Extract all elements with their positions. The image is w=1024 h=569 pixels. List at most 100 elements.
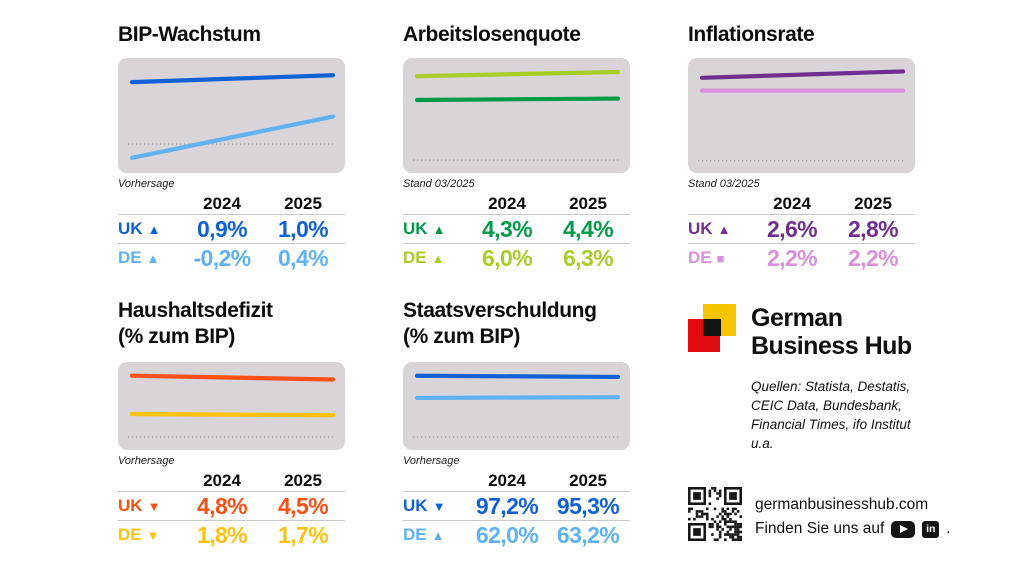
brand-name: German Business Hub bbox=[751, 304, 912, 360]
brand-name-line2: Business Hub bbox=[751, 332, 912, 360]
value-cell: 2,2% bbox=[766, 244, 818, 271]
country-label: DE ▲ bbox=[403, 248, 465, 268]
value-cell: 1,0% bbox=[277, 215, 329, 242]
chart-svg bbox=[128, 73, 336, 160]
series-line-de bbox=[129, 411, 336, 418]
value-cell: 2,6% bbox=[766, 215, 818, 242]
year-header: 2025 bbox=[284, 193, 322, 213]
table-header-row: 2024 2025 bbox=[403, 193, 630, 214]
mini-line-chart bbox=[403, 362, 630, 450]
indicator-module: BIP-Wachstum Vorhersage 2024 2025 UK ▲ 0,9% 1… bbox=[118, 22, 345, 272]
country-code: UK bbox=[403, 219, 428, 238]
trend-up-icon: ▲ bbox=[717, 221, 731, 237]
value-cell: -0,2% bbox=[193, 244, 251, 271]
trend-up-icon: ▲ bbox=[432, 221, 446, 237]
country-code: UK bbox=[118, 496, 143, 515]
brand-name-line1: German bbox=[751, 304, 843, 332]
country-label: UK ▲ bbox=[118, 219, 180, 239]
indicator-table: 2024 2025 UK ▲ 0,9% 1,0% DE ▲ -0,2% 0,4% bbox=[118, 193, 345, 272]
series-line-uk bbox=[129, 73, 336, 85]
table-row-uk: UK ▲ 2,6% 2,8% bbox=[688, 214, 915, 243]
value-cell: 2,2% bbox=[847, 244, 899, 271]
value-cell: 0,9% bbox=[196, 215, 248, 242]
find-us-label: Finden Sie uns auf bbox=[755, 520, 885, 537]
german-business-hub-logo bbox=[688, 304, 738, 354]
mini-line-chart bbox=[403, 58, 630, 173]
module-title-line1: Staatsverschuldung bbox=[403, 299, 597, 322]
table-row-de: DE ▼ 1,8% 1,7% bbox=[118, 520, 345, 549]
country-label: UK ▼ bbox=[118, 496, 180, 516]
country-code: UK bbox=[688, 219, 713, 238]
value-cell: 4,8% bbox=[196, 492, 248, 519]
qr-code bbox=[688, 487, 742, 541]
series-line-de bbox=[414, 395, 621, 401]
brand-block: German Business Hub Quellen: Statista, D… bbox=[688, 304, 924, 453]
chart-note: Vorhersage bbox=[118, 455, 175, 467]
module-title: Arbeitslosenquote bbox=[403, 22, 630, 58]
mini-line-chart bbox=[688, 58, 915, 173]
country-label: DE ▲ bbox=[118, 248, 180, 268]
indicator-module: Inflationsrate Stand 03/2025 2024 2025 UK ▲… bbox=[688, 22, 915, 272]
trend-down-icon: ▼ bbox=[147, 498, 161, 514]
chart-svg bbox=[128, 373, 336, 438]
logo-black-square bbox=[703, 319, 721, 336]
table-row-de: DE ▲ 62,0% 63,2% bbox=[403, 520, 630, 549]
year-header: 2024 bbox=[488, 470, 526, 490]
series-line-uk bbox=[699, 69, 906, 80]
country-label: DE ▼ bbox=[118, 525, 180, 545]
indicator-module: Arbeitslosenquote Stand 03/2025 2024 2025… bbox=[403, 22, 630, 272]
mini-line-chart bbox=[118, 58, 345, 173]
year-header: 2025 bbox=[854, 193, 892, 213]
table-header-row: 2024 2025 bbox=[118, 470, 345, 491]
table-row-de: DE ▲ -0,2% 0,4% bbox=[118, 243, 345, 272]
footer-block: germanbusinesshub.com Finden Sie uns auf… bbox=[688, 487, 951, 541]
value-cell: 63,2% bbox=[556, 521, 620, 548]
table-row-de: DE ▲ 6,0% 6,3% bbox=[403, 243, 630, 272]
table-header-row: 2024 2025 bbox=[688, 193, 915, 214]
value-cell: 95,3% bbox=[556, 492, 620, 519]
year-header: 2024 bbox=[773, 193, 811, 213]
indicator-module: Staatsverschuldung (% zum BIP) Vorhersag… bbox=[403, 298, 630, 549]
year-header: 2025 bbox=[284, 470, 322, 490]
table-row-uk: UK ▲ 0,9% 1,0% bbox=[118, 214, 345, 243]
value-cell: 62,0% bbox=[475, 521, 539, 548]
trend-up-icon: ▲ bbox=[431, 250, 445, 266]
module-title-line1: Haushaltsdefizit bbox=[118, 299, 273, 322]
series-line-uk bbox=[414, 373, 621, 380]
indicator-module: Haushaltsdefizit (% zum BIP) Vorhersage … bbox=[118, 298, 345, 549]
trend-down-icon: ▼ bbox=[146, 527, 160, 543]
trend-flat-icon: ■ bbox=[716, 250, 725, 266]
value-cell: 1,8% bbox=[196, 521, 248, 548]
table-row-de: DE ■ 2,2% 2,2% bbox=[688, 243, 915, 272]
chart-note: Vorhersage bbox=[118, 178, 175, 190]
sources-text: Quellen: Statista, Destatis, CEIC Data, … bbox=[751, 379, 911, 451]
trend-up-icon: ▲ bbox=[431, 527, 445, 543]
chart-note: Vorhersage bbox=[403, 455, 460, 467]
module-title-line1: BIP-Wachstum bbox=[118, 23, 261, 46]
country-code: DE bbox=[403, 525, 427, 544]
table-header-row: 2024 2025 bbox=[118, 193, 345, 214]
series-line-uk bbox=[129, 373, 336, 382]
trend-down-icon: ▼ bbox=[432, 498, 446, 514]
chart-svg bbox=[413, 69, 621, 161]
series-line-de bbox=[414, 69, 621, 79]
chart-note: Stand 03/2025 bbox=[403, 178, 475, 190]
value-cell: 4,3% bbox=[481, 215, 533, 242]
indicator-table: 2024 2025 UK ▲ 4,3% 4,4% DE ▲ 6,0% 6,3% bbox=[403, 193, 630, 272]
module-title-line2: (% zum BIP) bbox=[403, 325, 520, 348]
indicator-row-top: BIP-Wachstum Vorhersage 2024 2025 UK ▲ 0,9% 1… bbox=[118, 22, 915, 272]
series-line-de bbox=[129, 114, 336, 160]
indicator-row-bottom: Haushaltsdefizit (% zum BIP) Vorhersage … bbox=[118, 298, 630, 549]
series-line-uk bbox=[414, 96, 621, 103]
country-code: DE bbox=[688, 248, 712, 267]
value-cell: 2,8% bbox=[847, 215, 899, 242]
table-header-row: 2024 2025 bbox=[403, 470, 630, 491]
table-row-uk: UK ▼ 97,2% 95,3% bbox=[403, 491, 630, 520]
country-code: DE bbox=[118, 248, 142, 267]
chart-svg bbox=[413, 373, 621, 438]
module-title-line2: (% zum BIP) bbox=[118, 325, 235, 348]
footer-suffix: . bbox=[946, 520, 951, 537]
value-cell: 6,0% bbox=[481, 244, 533, 271]
year-header: 2025 bbox=[569, 470, 607, 490]
module-title: BIP-Wachstum bbox=[118, 22, 345, 58]
